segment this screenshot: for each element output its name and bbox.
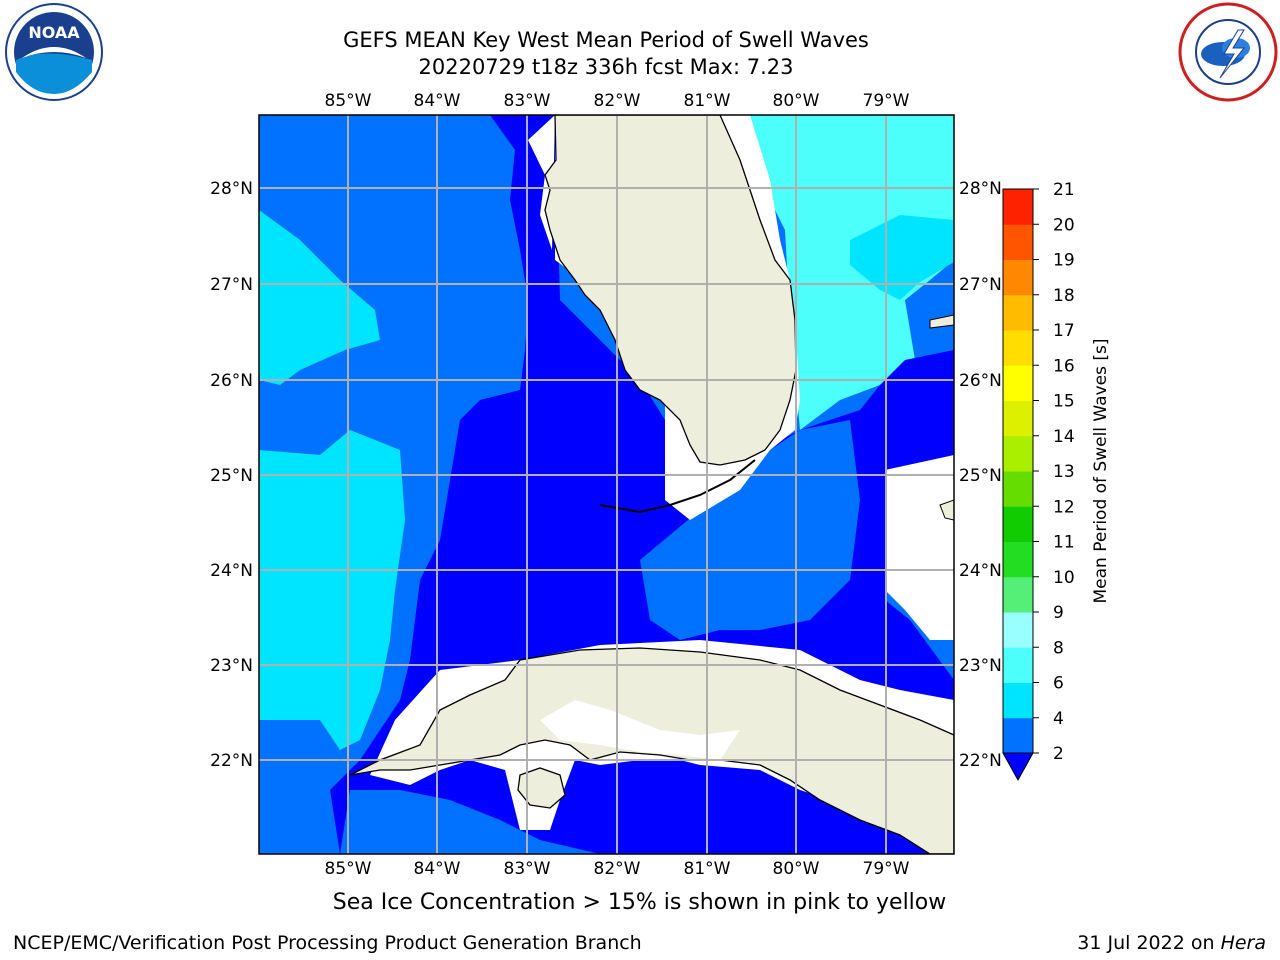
colorbar-segment	[1003, 576, 1033, 613]
colorbar-segment	[1003, 541, 1033, 578]
colorbar-label: Mean Period of Swell Waves [s]	[1091, 339, 1111, 604]
colorbar-tick-label: 13	[1053, 462, 1075, 482]
colorbar-tick-label: 6	[1053, 674, 1064, 694]
colorbar-tick-label: 17	[1053, 321, 1075, 341]
lon-label-top: 83°W	[504, 91, 551, 111]
lat-label-left: 26°N	[210, 371, 253, 391]
lat-label-right: 28°N	[959, 179, 1002, 199]
colorbar-tick-label: 21	[1053, 180, 1075, 200]
colorbar-tick-label: 10	[1053, 568, 1075, 588]
colorbar-tick-label: 19	[1053, 251, 1075, 271]
colorbar-segment	[1003, 471, 1033, 507]
lon-labels-top: 85°W 84°W 83°W 82°W 81°W 80°W 79°W	[325, 91, 910, 111]
footer-date-text: 31 Jul 2022 on	[1077, 932, 1221, 954]
footer-date: 31 Jul 2022 on Hera	[1077, 932, 1266, 954]
colorbar-tick-label: 20	[1053, 215, 1075, 235]
lon-label-top: 81°W	[684, 91, 731, 111]
lat-label-left: 28°N	[210, 179, 253, 199]
lon-label-bottom: 82°W	[594, 859, 641, 879]
colorbar-segment	[1003, 506, 1033, 542]
lon-label-top: 82°W	[594, 91, 641, 111]
lat-label-left: 25°N	[210, 466, 253, 486]
colorbar-segment	[1003, 365, 1033, 401]
lon-labels-bottom: 85°W 84°W 83°W 82°W 81°W 80°W 79°W	[325, 859, 910, 879]
colorbar-ticks: 2 4 6 8 9 10 11 12 13 14 15 16 17 18 19 20 21	[1033, 180, 1075, 764]
band-4-6-west-south	[259, 430, 405, 750]
noaa-logo-text: NOAA	[28, 23, 80, 42]
lat-label-right: 22°N	[959, 751, 1002, 771]
colorbar-segment	[1003, 294, 1033, 331]
land-andros	[939, 499, 954, 521]
colorbar-segments	[1003, 189, 1033, 754]
land-isla-juventud	[517, 767, 566, 809]
colorbar: 2 4 6 8 9 10 11 12 13 14 15 16 17 18 19 20 21 Mean Perio…	[1002, 180, 1111, 782]
lon-label-top: 85°W	[325, 91, 372, 111]
band-2-4-southwest	[259, 760, 340, 854]
colorbar-tick-label: 8	[1053, 638, 1064, 658]
swell-period-field	[259, 115, 954, 854]
chart-subtitle-run-info: 20220729 t18z 336h fcst Max: 7.23	[418, 55, 794, 79]
lon-label-bottom: 81°W	[684, 859, 731, 879]
colorbar-tick-label: 14	[1053, 427, 1075, 447]
nodata-cuba-interior	[540, 700, 740, 760]
lat-label-right: 24°N	[959, 561, 1002, 581]
colorbar-tick-label: 18	[1053, 286, 1075, 306]
colorbar-tick-label: 2	[1053, 744, 1064, 764]
colorbar-segment	[1003, 189, 1033, 225]
lat-label-left: 27°N	[210, 275, 253, 295]
colorbar-tick-label: 11	[1053, 533, 1075, 553]
noaa-logo: NOAA	[5, 3, 103, 101]
colorbar-tick-label: 16	[1053, 356, 1075, 376]
land-grand-bahama	[929, 314, 954, 329]
lat-label-left: 24°N	[210, 561, 253, 581]
nodata-bahamas	[885, 455, 954, 640]
lat-labels-left: 28°N 27°N 26°N 25°N 24°N 23°N 22°N	[210, 179, 253, 771]
footer-host: Hera	[1220, 932, 1266, 954]
lon-label-bottom: 84°W	[414, 859, 461, 879]
colorbar-tick-label: 4	[1053, 709, 1064, 729]
colorbar-segment	[1003, 647, 1033, 683]
lon-label-bottom: 85°W	[325, 859, 372, 879]
colorbar-segment	[1003, 682, 1033, 719]
band-4-6-west-north	[259, 210, 380, 385]
lat-labels-right: 28°N 27°N 26°N 25°N 24°N 23°N 22°N	[959, 179, 1002, 771]
nws-logo	[1178, 2, 1278, 102]
map-frame	[258, 114, 955, 855]
florida-keys	[599, 459, 756, 514]
lon-label-top: 84°W	[414, 91, 461, 111]
band-4-6-east-core	[850, 215, 954, 300]
colorbar-segment	[1003, 224, 1033, 260]
sea-ice-note: Sea Ice Concentration > 15% is shown in …	[332, 890, 947, 915]
lon-label-bottom: 80°W	[773, 859, 820, 879]
lon-label-top: 80°W	[773, 91, 820, 111]
colorbar-segment	[1003, 435, 1033, 472]
colorbar-tick-label: 15	[1053, 392, 1075, 412]
lat-label-right: 26°N	[959, 371, 1002, 391]
chart-title: GEFS MEAN Key West Mean Period of Swell …	[343, 28, 869, 52]
lat-label-right: 27°N	[959, 275, 1002, 295]
colorbar-segment	[1003, 400, 1033, 437]
graticule	[259, 115, 954, 854]
lon-label-top: 79°W	[863, 91, 910, 111]
lat-label-right: 25°N	[959, 466, 1002, 486]
lon-label-bottom: 79°W	[863, 859, 910, 879]
lat-label-left: 23°N	[210, 656, 253, 676]
colorbar-under-extension	[1002, 752, 1034, 782]
colorbar-segment	[1003, 330, 1033, 366]
lat-label-left: 22°N	[210, 751, 253, 771]
land-florida	[544, 115, 797, 466]
band-6-8-east	[750, 115, 954, 430]
colorbar-segment	[1003, 612, 1033, 648]
colorbar-segment	[1003, 259, 1033, 296]
colorbar-tick-label: 9	[1053, 603, 1064, 623]
colorbar-segment	[1003, 717, 1033, 754]
footer-branch: NCEP/EMC/Verification Post Processing Pr…	[13, 932, 642, 954]
colorbar-tick-label: 12	[1053, 497, 1075, 517]
lon-label-bottom: 83°W	[504, 859, 551, 879]
lat-label-right: 23°N	[959, 656, 1002, 676]
